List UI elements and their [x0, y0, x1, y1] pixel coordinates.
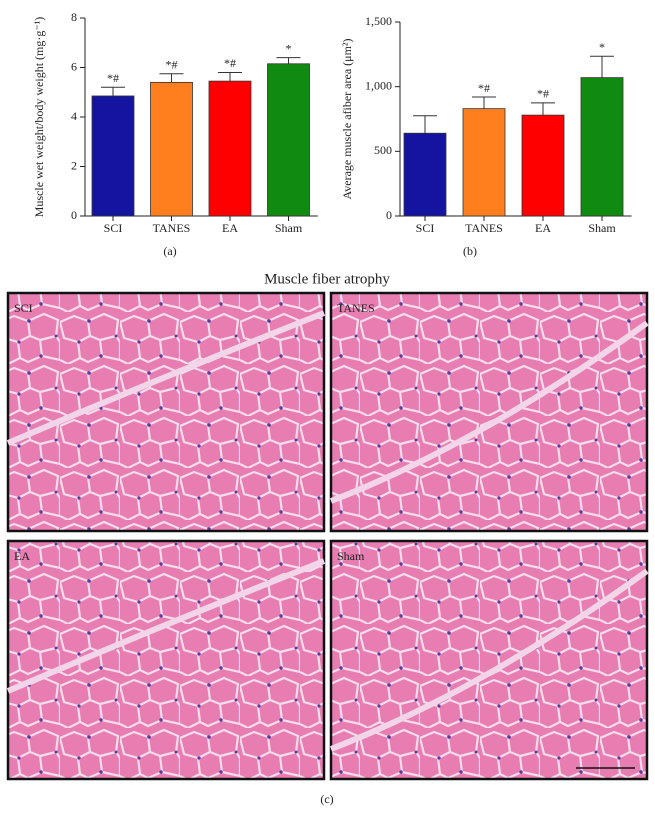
error-bar	[276, 57, 301, 64]
bar	[267, 63, 310, 217]
significance-mark: *#	[166, 57, 178, 71]
y-axis-label: Muscle wet weight/body weight (mg·g⁻¹)	[32, 17, 46, 218]
significance-mark: *#	[107, 71, 119, 85]
y-tick-label: 4	[71, 109, 77, 123]
error-bar	[159, 73, 184, 83]
panel-label: EA	[14, 549, 30, 563]
bar	[208, 80, 252, 217]
x-tick-label: Sham	[275, 221, 303, 235]
connective-tissue	[6, 558, 326, 694]
histology-title: Muscle fiber atrophy	[264, 271, 390, 287]
panel-label: SCI	[14, 301, 33, 315]
connective-tissue	[329, 568, 649, 752]
error-bar	[472, 96, 496, 109]
y-axis-label: Average muscle afiber area (μm²)	[340, 38, 354, 199]
error-bar	[413, 115, 437, 134]
significance-mark: *#	[537, 87, 549, 101]
significance-mark: *#	[224, 56, 236, 70]
error-bar	[101, 86, 125, 96]
y-tick-label: 500	[374, 143, 392, 157]
histology-image	[329, 539, 649, 781]
panel-label: Sham	[337, 549, 365, 563]
significance-mark: *	[286, 41, 292, 55]
significance-mark: *	[599, 40, 605, 54]
x-tick-label: SCI	[104, 221, 123, 235]
y-tick-label: 1,500	[365, 14, 392, 28]
panel-caption: (a)	[163, 244, 176, 258]
bar	[462, 108, 506, 217]
y-tick-label: 1,000	[365, 78, 392, 92]
panel-caption: (b)	[463, 244, 477, 258]
bar	[91, 95, 135, 217]
bar	[150, 81, 193, 217]
histology-caption: (c)	[320, 792, 333, 806]
x-tick-label: TANES	[465, 221, 503, 235]
error-bar	[218, 71, 242, 82]
y-tick-label: 2	[71, 158, 77, 172]
histology-image	[329, 291, 649, 533]
y-tick-label: 0	[386, 208, 392, 222]
y-tick-label: 0	[71, 208, 77, 222]
x-tick-label: SCI	[416, 221, 435, 235]
error-bar	[590, 55, 614, 78]
panel-label: TANES	[337, 301, 375, 315]
x-tick-label: EA	[222, 221, 238, 235]
histology-image	[6, 539, 326, 781]
connective-tissue	[329, 320, 649, 504]
y-tick-label: 8	[71, 10, 77, 24]
y-tick-label: 6	[71, 59, 77, 73]
connective-tissue	[6, 310, 326, 446]
x-tick-label: TANES	[153, 221, 191, 235]
x-tick-label: EA	[535, 221, 551, 235]
significance-mark: *#	[478, 81, 490, 95]
bar	[403, 132, 447, 217]
x-tick-label: Sham	[588, 221, 616, 235]
histology-image	[6, 291, 326, 533]
bar	[580, 77, 624, 217]
bar	[521, 114, 565, 217]
error-bar	[531, 102, 555, 116]
